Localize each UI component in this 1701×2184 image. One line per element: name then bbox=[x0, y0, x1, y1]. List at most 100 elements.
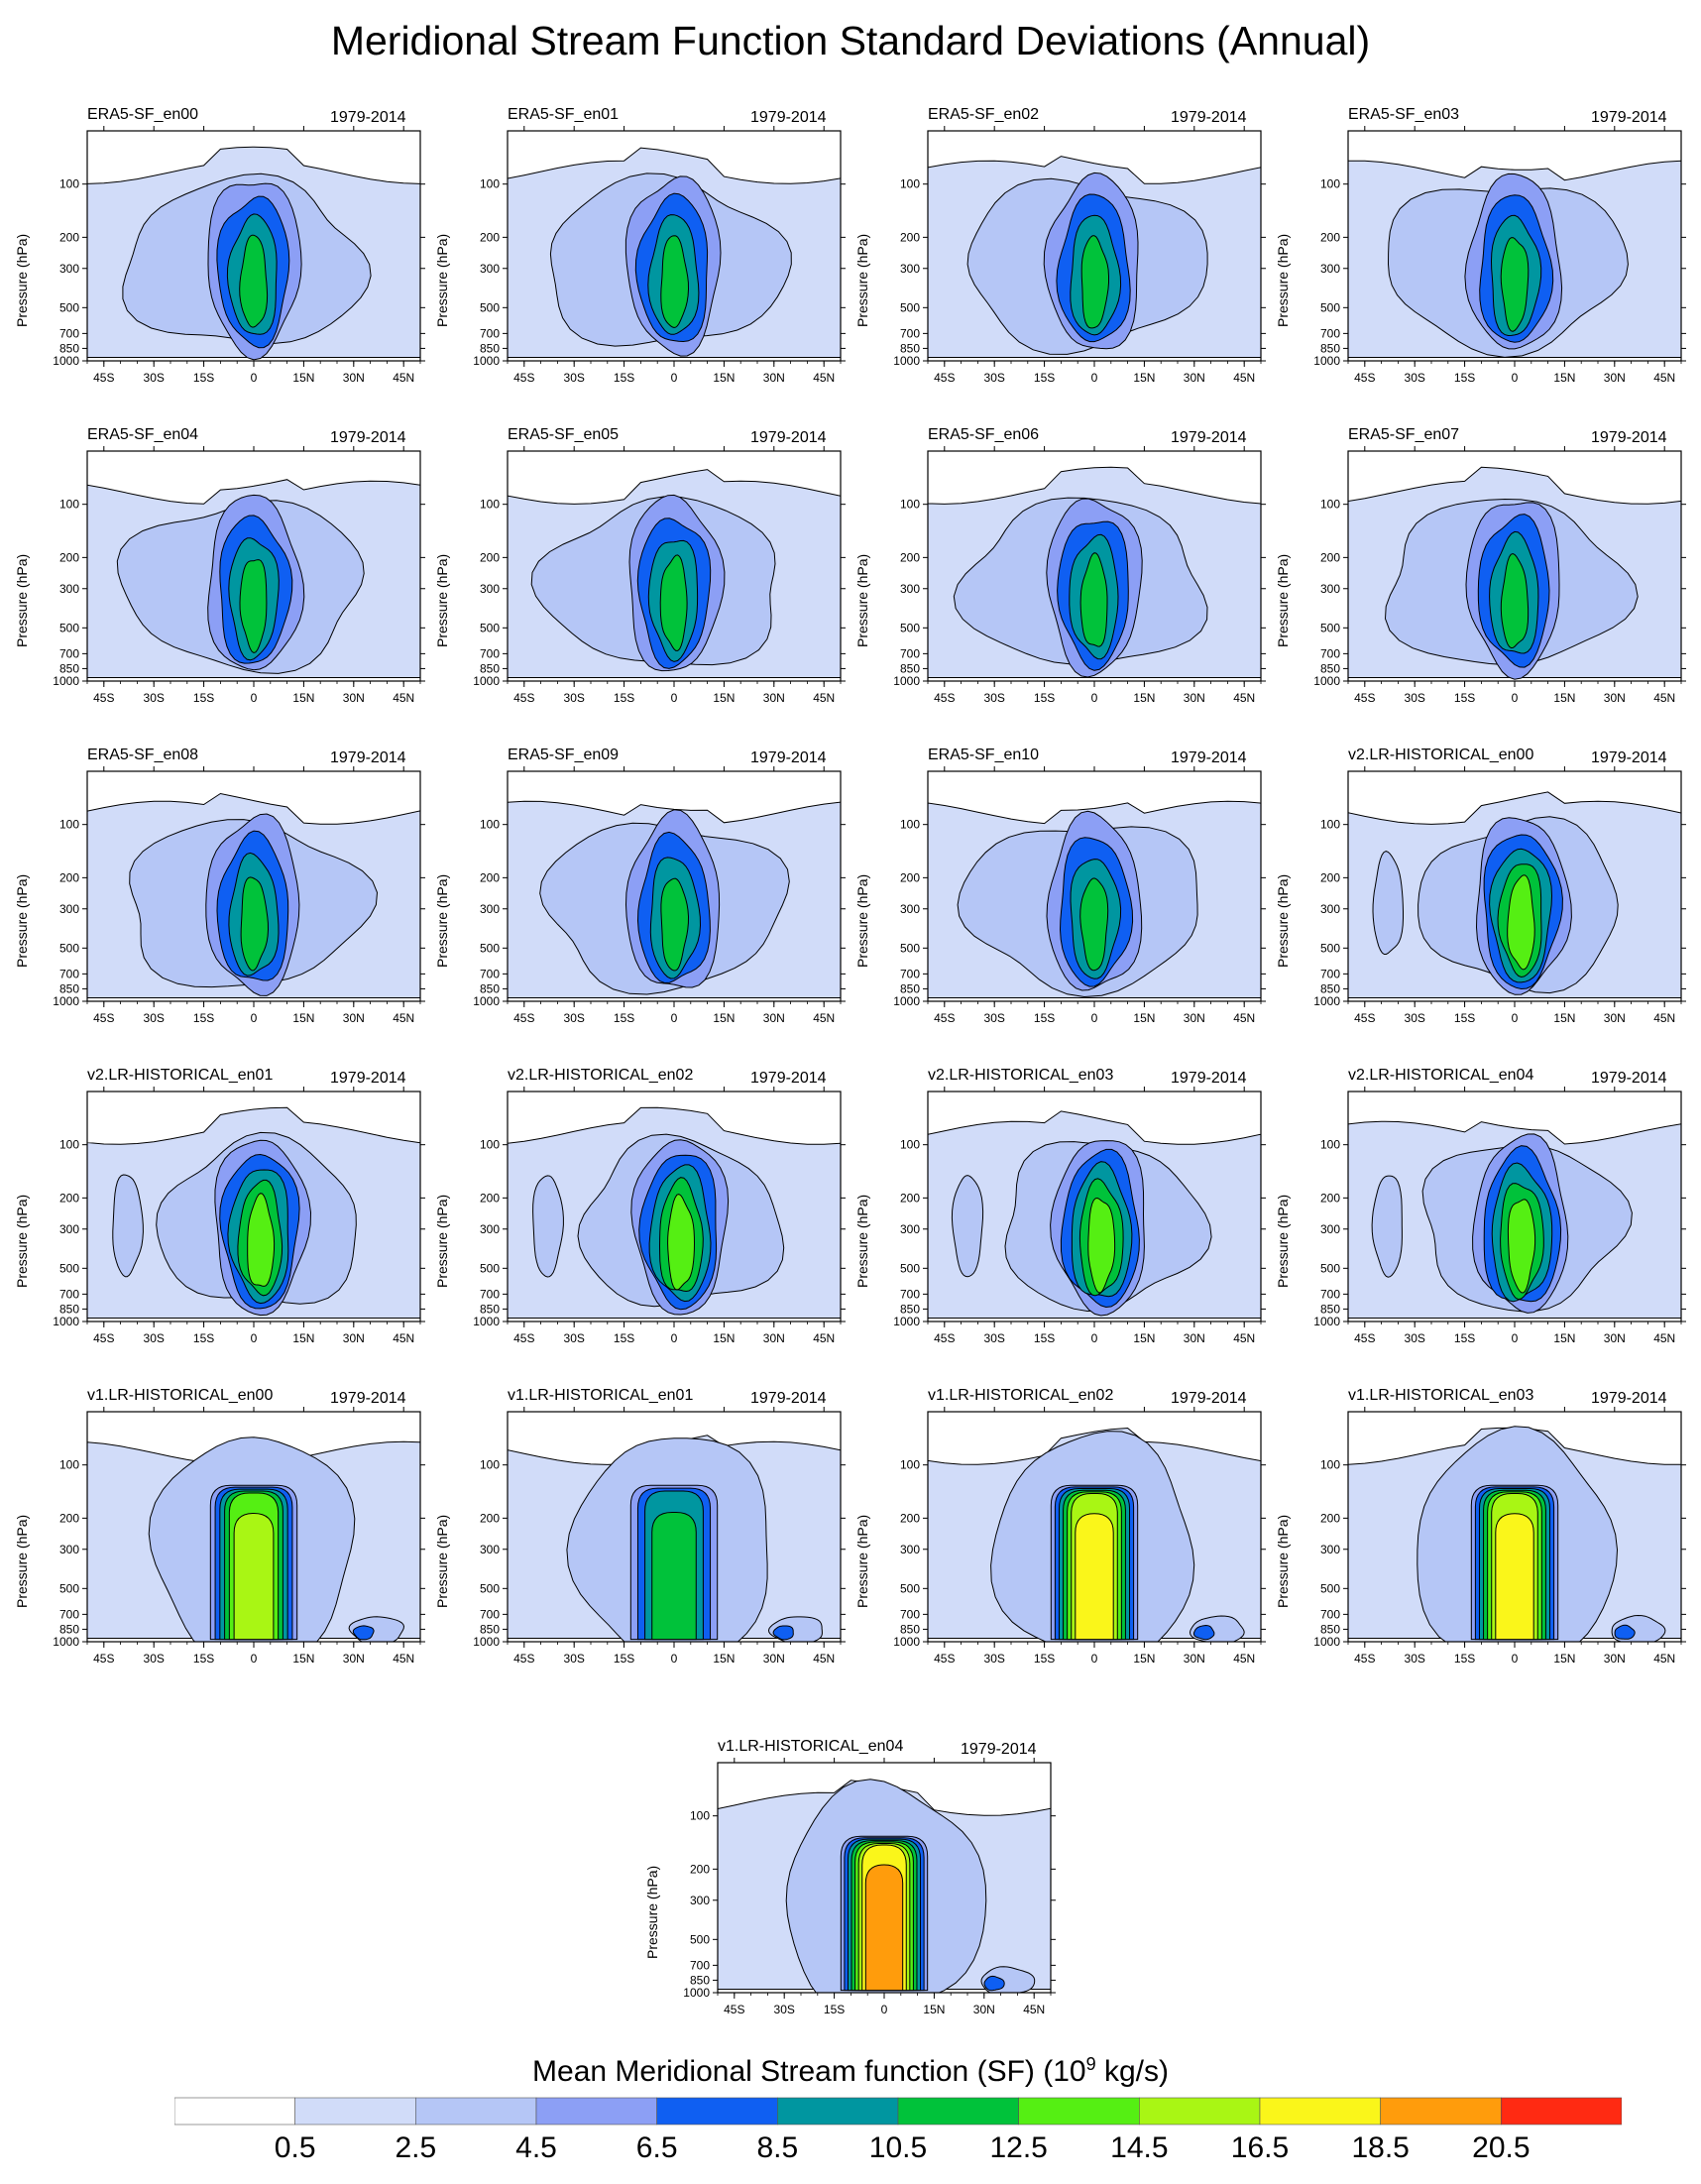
panel-years: 1979-2014 bbox=[1591, 749, 1667, 766]
contour-panel: ERA5-SF_en08 1979-2014 Pressure (hPa) 100 20… bbox=[0, 747, 425, 1062]
x-tick-label: 30S bbox=[984, 1011, 1005, 1025]
x-tick-label: 0 bbox=[251, 1011, 258, 1025]
contour-panel: ERA5-SF_en00 1979-2014 Pressure (hPa) 100 20… bbox=[0, 106, 425, 421]
x-tick-label: 45S bbox=[1354, 1331, 1375, 1345]
y-tick-label: 700 bbox=[900, 967, 920, 980]
x-tick-label: 45N bbox=[1653, 691, 1675, 705]
y-tick-label: 200 bbox=[59, 1511, 79, 1525]
y-tick-label: 1000 bbox=[473, 1635, 500, 1649]
y-tick-label: 1000 bbox=[473, 1315, 500, 1328]
x-tick-label: 15S bbox=[1454, 1331, 1475, 1345]
x-tick-label: 45N bbox=[1233, 1331, 1255, 1345]
colorbar-tick-label: 18.5 bbox=[1351, 2131, 1410, 2164]
contour-fill bbox=[864, 1864, 904, 1992]
panel-title: v1.LR-HISTORICAL_en03 bbox=[1348, 1387, 1534, 1404]
panel-years: 1979-2014 bbox=[1171, 749, 1247, 766]
y-tick-label: 1000 bbox=[53, 1315, 79, 1328]
y-tick-label: 100 bbox=[59, 177, 79, 191]
x-tick-label: 30N bbox=[763, 371, 785, 385]
panel-title: v2.LR-HISTORICAL_en03 bbox=[928, 1067, 1114, 1084]
x-tick-label: 15N bbox=[1133, 1652, 1155, 1666]
panel-title: ERA5-SF_en09 bbox=[508, 747, 620, 763]
y-tick-label: 100 bbox=[900, 177, 920, 191]
y-tick-label: 100 bbox=[1320, 1458, 1340, 1472]
x-tick-label: 45S bbox=[513, 371, 534, 385]
contour-fill bbox=[1495, 1513, 1534, 1641]
x-tick-label: 15S bbox=[193, 691, 214, 705]
y-tick-label: 300 bbox=[900, 1543, 920, 1556]
y-tick-label: 100 bbox=[900, 498, 920, 512]
x-tick-label: 30S bbox=[1405, 1331, 1425, 1345]
x-tick-label: 45N bbox=[1653, 1652, 1675, 1666]
x-tick-label: 30N bbox=[1184, 371, 1205, 385]
colorbar-swatch bbox=[1018, 2097, 1140, 2126]
x-tick-label: 15S bbox=[1454, 1011, 1475, 1025]
x-tick-label: 30N bbox=[973, 2003, 995, 2016]
x-tick-label: 15N bbox=[1553, 1652, 1575, 1666]
y-tick-label: 700 bbox=[59, 326, 79, 340]
x-tick-label: 45N bbox=[1233, 1011, 1255, 1025]
x-tick-label: 45N bbox=[1653, 1011, 1675, 1025]
y-tick-label: 850 bbox=[480, 981, 500, 995]
x-tick-label: 15N bbox=[713, 371, 735, 385]
contour-fill bbox=[112, 1174, 144, 1278]
y-tick-label: 700 bbox=[480, 1287, 500, 1301]
x-tick-label: 45N bbox=[813, 1011, 835, 1025]
y-tick-label: 850 bbox=[690, 1973, 710, 1987]
colorbar-label: Mean Meridional Stream function (SF) (10… bbox=[0, 2054, 1701, 2089]
colorbar-tick-label: 4.5 bbox=[515, 2131, 557, 2164]
y-tick-label: 100 bbox=[480, 1138, 500, 1152]
x-tick-label: 15S bbox=[1454, 691, 1475, 705]
contour-panel: ERA5-SF_en03 1979-2014 Pressure (hPa) 100 20… bbox=[1261, 106, 1686, 421]
x-tick-label: 45N bbox=[1023, 2003, 1045, 2016]
y-tick-label: 500 bbox=[1320, 300, 1340, 314]
contour-panel: ERA5-SF_en06 1979-2014 Pressure (hPa) 100 20… bbox=[841, 426, 1266, 742]
x-tick-label: 15S bbox=[1034, 1652, 1055, 1666]
y-tick-label: 300 bbox=[480, 1222, 500, 1236]
y-tick-label: 1000 bbox=[893, 1635, 920, 1649]
panel-title: ERA5-SF_en06 bbox=[928, 426, 1040, 443]
contour-fill bbox=[983, 1975, 1005, 1992]
panel-years: 1979-2014 bbox=[961, 1741, 1037, 1758]
contour-panel: v2.LR-HISTORICAL_en02 1979-2014 Pressure (… bbox=[420, 1067, 846, 1382]
x-tick-label: 30N bbox=[763, 1652, 785, 1666]
y-tick-label: 500 bbox=[480, 941, 500, 955]
contour-panel: ERA5-SF_en02 1979-2014 Pressure (hPa) 100 20… bbox=[841, 106, 1266, 421]
contour-panel: ERA5-SF_en05 1979-2014 Pressure (hPa) 100 20… bbox=[420, 426, 846, 742]
y-tick-label: 1000 bbox=[473, 674, 500, 688]
x-tick-label: 15N bbox=[713, 1331, 735, 1345]
y-tick-label: 1000 bbox=[893, 1315, 920, 1328]
x-tick-label: 45N bbox=[393, 691, 414, 705]
colorbar-tick-label: 6.5 bbox=[635, 2131, 678, 2164]
panel-years: 1979-2014 bbox=[1171, 109, 1247, 126]
panel-years: 1979-2014 bbox=[750, 1070, 827, 1087]
y-tick-label: 700 bbox=[1320, 1287, 1340, 1301]
y-tick-label: 1000 bbox=[1313, 994, 1340, 1008]
y-tick-label: 700 bbox=[480, 1607, 500, 1621]
x-tick-label: 45S bbox=[934, 1331, 955, 1345]
x-tick-label: 30S bbox=[144, 1011, 165, 1025]
colorbar-tick-label: 14.5 bbox=[1110, 2131, 1169, 2164]
x-tick-label: 45S bbox=[934, 691, 955, 705]
x-tick-label: 30S bbox=[984, 1652, 1005, 1666]
y-tick-label: 300 bbox=[480, 262, 500, 276]
x-tick-label: 45N bbox=[813, 691, 835, 705]
colorbar-swatch bbox=[535, 2097, 657, 2126]
y-tick-label: 850 bbox=[59, 341, 79, 355]
y-tick-label: 1000 bbox=[53, 354, 79, 368]
panel-years: 1979-2014 bbox=[750, 749, 827, 766]
contour-fill bbox=[1372, 851, 1404, 955]
x-tick-label: 0 bbox=[671, 691, 678, 705]
x-tick-label: 30N bbox=[1184, 1011, 1205, 1025]
colorbar-tick-label: 16.5 bbox=[1230, 2131, 1290, 2164]
y-tick-label: 700 bbox=[1320, 646, 1340, 660]
y-tick-label: 300 bbox=[480, 1543, 500, 1556]
y-tick-label: 850 bbox=[1320, 981, 1340, 995]
panel-title: ERA5-SF_en07 bbox=[1348, 426, 1460, 443]
x-tick-label: 15N bbox=[1133, 691, 1155, 705]
x-tick-label: 45S bbox=[724, 2003, 744, 2016]
y-tick-label: 200 bbox=[1320, 230, 1340, 244]
